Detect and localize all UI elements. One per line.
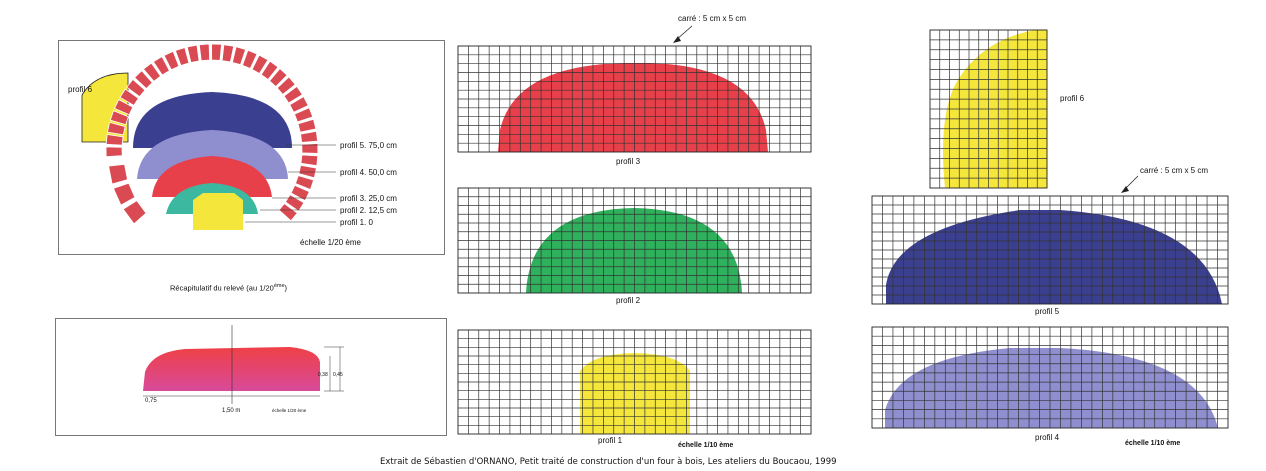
brick — [112, 182, 136, 206]
summary-label-profil6: profil 6 — [68, 85, 93, 94]
summary-caption-main: Récapitulatif du relevé (au 1/20 — [170, 283, 274, 293]
section-profile-shape — [143, 347, 320, 391]
brick — [198, 43, 211, 62]
brick — [221, 44, 235, 63]
grid-profil2 — [457, 187, 812, 294]
brick — [109, 110, 129, 126]
brick — [269, 68, 288, 88]
summary-label-profil2: profil 2. 12,5 cm — [340, 206, 397, 215]
brick — [105, 146, 123, 158]
grid-profil2-shape — [526, 208, 742, 293]
summary-label-scale: échelle 1/20 ème — [300, 238, 361, 247]
brick — [298, 164, 317, 179]
brick — [105, 134, 124, 146]
brick — [126, 78, 146, 98]
summary-caption-end: ) — [284, 283, 288, 293]
summary-label-profil4: profil 4. 50,0 cm — [340, 168, 397, 177]
grid-profil5 — [871, 195, 1229, 305]
grid-label-profil1: profil 1 — [598, 436, 623, 445]
brick — [152, 56, 170, 76]
section-dim-h1: 0,38 — [318, 372, 328, 378]
grid-lines — [457, 29, 1229, 435]
summary-caption: Récapitulatif du relevé (au 1/20ème) — [170, 283, 287, 293]
grid-label-profil2: profil 2 — [616, 296, 641, 305]
grid-label-profil3: profil 3 — [616, 157, 641, 166]
brick — [174, 47, 190, 66]
brick — [260, 60, 279, 81]
brick — [300, 154, 319, 167]
brick — [231, 46, 247, 66]
footer-credit: Extrait de Sébastien d'ORNANO, Petit tra… — [380, 457, 837, 467]
brick — [113, 99, 134, 116]
brick-arch — [105, 43, 319, 225]
section-dim-h2: 0,45 — [333, 372, 343, 378]
brick — [134, 70, 153, 90]
section-dim-total: 1,50 m — [222, 408, 241, 414]
brick — [300, 130, 319, 143]
summary-label-profil3: profil 3. 25,0 cm — [340, 194, 397, 203]
brick — [142, 62, 162, 82]
summary-profil1-shape — [193, 193, 243, 230]
brick — [119, 88, 139, 106]
section-dim-scale: échelle 1/20 ème — [272, 408, 307, 413]
brick — [301, 143, 319, 154]
summary-profil5-shape — [133, 92, 292, 148]
brick — [122, 200, 147, 225]
grid-profil1 — [457, 329, 812, 435]
grid-label-square-note-1: carré : 5 cm x 5 cm — [678, 14, 747, 23]
grid-label-profil6: profil 6 — [1060, 94, 1085, 103]
brick — [290, 184, 310, 202]
grid-label-profil4: profil 4 — [1035, 433, 1060, 442]
summary-label-profil5: profil 5. 75,0 cm — [340, 141, 397, 150]
brick — [294, 175, 315, 191]
grid-profil6 — [929, 29, 1048, 189]
summary-label-profil1: profil 1. 0 — [340, 218, 373, 227]
grid-profil4-shape — [885, 348, 1218, 428]
grid-profil1-shape — [580, 353, 690, 434]
section-panel — [55, 318, 447, 436]
brick — [108, 163, 128, 185]
brick — [251, 54, 269, 75]
grid-profil5-shape — [886, 210, 1222, 304]
brick — [293, 107, 314, 123]
grid-profil4 — [871, 326, 1229, 429]
summary-caption-sup: ème — [273, 283, 285, 289]
grid-label-scale-mid: échelle 1/10 ème — [678, 442, 734, 449]
brick — [211, 43, 222, 61]
grid-profil3 — [457, 45, 812, 153]
brick — [163, 50, 180, 71]
brick — [283, 85, 303, 104]
grid-label-square-note-2: carré : 5 cm x 5 cm — [1140, 166, 1209, 175]
brick — [107, 121, 126, 136]
brick — [241, 49, 258, 70]
section-dim-width: 0,75 — [145, 398, 157, 404]
grid-label-profil5: profil 5 — [1035, 307, 1060, 316]
summary-profil3-shape — [152, 156, 272, 197]
brick — [297, 118, 317, 133]
grid-label-scale-right: échelle 1/10 ème — [1125, 440, 1181, 447]
brick — [284, 194, 305, 212]
summary-panel — [58, 40, 445, 255]
brick — [289, 96, 309, 113]
brick — [276, 76, 296, 95]
brick — [186, 44, 200, 63]
